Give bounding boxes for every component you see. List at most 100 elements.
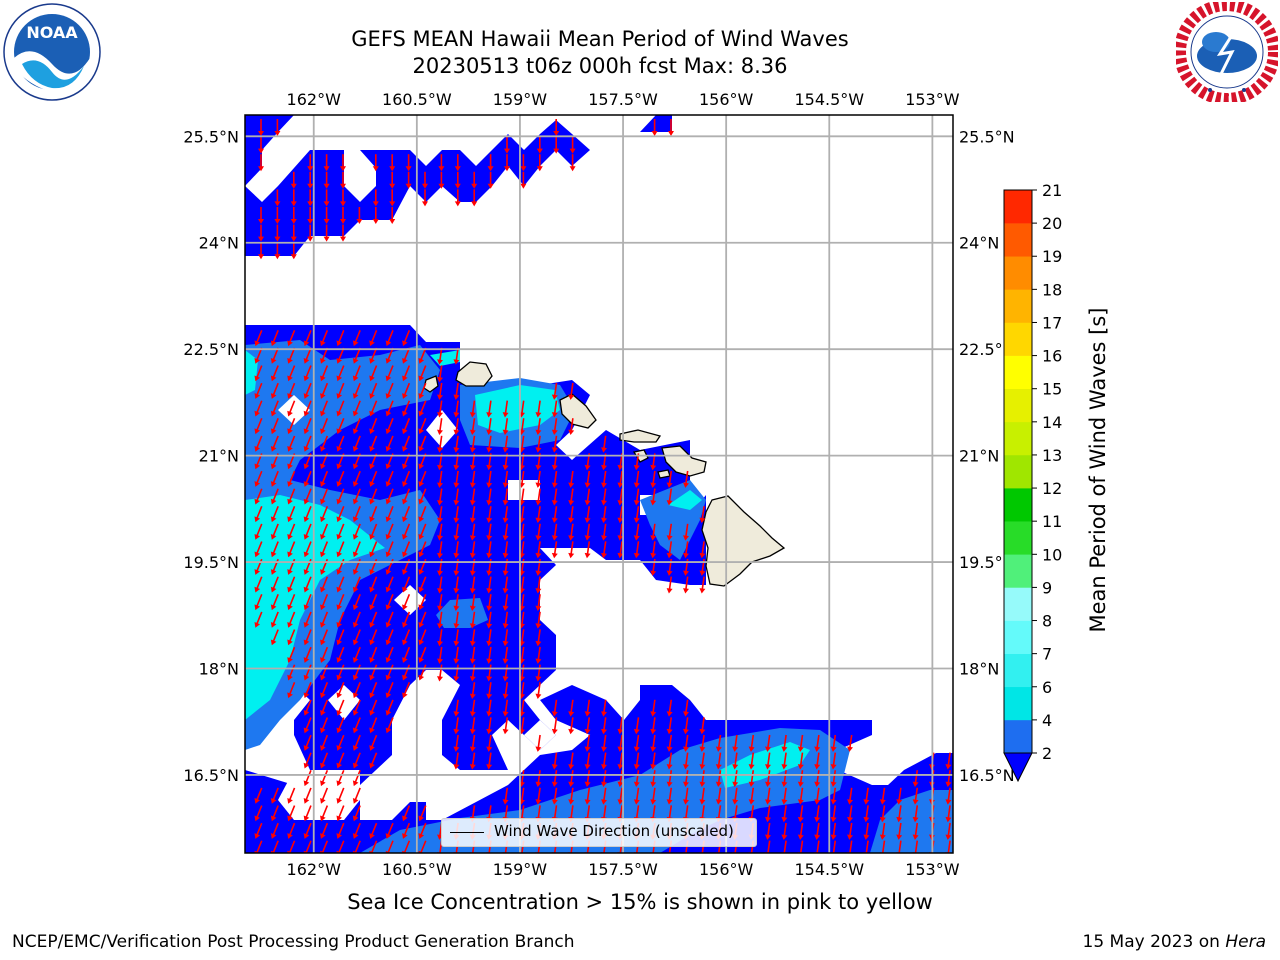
wave-direction-arrow [535,488,542,506]
wave-direction-arrow [287,330,296,347]
wave-direction-arrow [617,541,624,559]
wave-direction-arrow [535,576,542,594]
wave-direction-arrow [748,752,755,770]
wave-direction-arrow [584,734,591,752]
wave-direction-arrow [633,770,640,788]
wave-direction-arrow [584,541,591,559]
colorbar: 2 4 6 7 8 9 10 11 12 13 14 15 16 17 18 19 20 21 [1003,181,1062,783]
wave-direction-arrow [437,347,443,365]
wave-direction-arrow [797,787,804,805]
wave-direction-arrow [650,752,657,770]
wave-direction-arrow [418,646,427,663]
wave-direction-arrow [320,822,329,839]
wave-direction-arrow [437,470,443,488]
wave-direction-arrow [254,805,263,822]
wave-direction-arrow [633,470,640,488]
wave-direction-arrow [535,541,542,559]
wave-direction-arrow [453,435,460,453]
footer-date: 15 May 2023 on Hera [1083,932,1267,952]
colorbar-segment [1004,355,1032,390]
lat-tick-label-left: 16.5°N [183,766,239,785]
wave-direction-arrow [453,699,460,717]
wave-direction-arrow [535,418,542,436]
wave-direction-arrow [469,717,476,735]
wave-direction-arrow [551,382,558,400]
wave-direction-arrow [402,506,411,523]
wave-direction-arrow [535,400,542,418]
wave-direction-arrow [290,171,297,189]
wave-direction-arrow [601,523,607,541]
wave-direction-arrow [699,734,706,752]
footer-date-text: 15 May 2023 on [1082,932,1226,952]
wave-direction-arrow [912,770,919,788]
wave-direction-arrow [469,576,476,594]
nws-logo [1176,2,1278,102]
colorbar-tick-label: 10 [1042,545,1062,564]
wave-direction-arrow [683,787,689,805]
lon-tick-label-top: 153°W [905,90,960,109]
wave-direction-arrow [536,154,543,172]
wave-direction-arrow [945,805,952,823]
wave-direction-arrow [879,805,886,823]
wave-direction-arrow [469,699,476,717]
wave-direction-arrow [830,805,837,823]
wave-direction-arrow [320,382,329,399]
wave-direction-arrow [502,611,509,629]
footer-machine: Hera [1225,932,1266,952]
colorbar-tick-label: 20 [1042,214,1062,233]
wave-direction-arrow [303,646,312,663]
wave-direction-arrow [402,611,411,628]
wave-direction-arrow [502,629,509,647]
wave-direction-arrow [666,699,673,717]
wave-direction-arrow [270,611,279,628]
wave-direction-arrow [633,523,640,541]
wave-direction-arrow [369,506,378,523]
wave-direction-arrow [617,770,624,788]
wave-direction-arrow [369,330,378,347]
wave-field-main [245,325,953,853]
wave-direction-arrow [437,646,443,664]
wave-direction-arrow [469,629,476,647]
wave-direction-arrow [385,400,394,417]
wave-direction-arrow [320,541,329,558]
wave-direction-arrow [765,805,771,823]
colorbar-segment [1004,421,1032,456]
wave-direction-arrow [666,541,673,559]
wave-direction-arrow [402,418,411,435]
wave-direction-arrow [486,488,493,506]
wave-direction-arrow [254,470,263,487]
wave-direction-arrow [847,734,853,752]
wave-direction-arrow [303,470,312,487]
wave-direction-arrow [765,734,771,752]
colorbar-tick-label: 14 [1042,413,1062,432]
wave-direction-arrow [617,787,624,805]
wave-direction-arrow [270,629,279,646]
wave-direction-arrow [385,418,394,435]
wave-direction-arrow [352,699,361,716]
wave-direction-arrow [453,488,460,506]
colorbar-segment [1004,554,1032,588]
wave-direction-arrow [287,664,296,681]
wave-direction-arrow [568,752,575,770]
wave-direction-arrow [732,734,739,752]
wave-direction-arrow [437,435,443,453]
wave-direction-arrow [418,664,427,681]
wave-direction-arrow [535,787,542,805]
wave-direction-arrow [369,699,378,716]
colorbar-tick-label: 9 [1042,578,1052,597]
wave-direction-arrow [437,365,443,383]
wave-direction-arrow [274,189,281,207]
wave-direction-arrow [385,576,394,593]
wave-direction-arrow [551,418,558,436]
wave-direction-arrow [352,382,361,399]
wave-direction-arrow [601,752,607,770]
legend-line-sample [450,832,484,833]
wave-direction-arrow [453,629,460,647]
wave-direction-arrow [254,576,263,593]
map-legend: Wind Wave Direction (unscaled) [441,818,757,847]
wave-direction-arrow [340,207,346,224]
wave-direction-arrow [336,330,345,347]
wave-direction-arrow [385,541,394,558]
wave-direction-arrow [633,734,640,752]
wave-direction-arrow [303,330,312,347]
